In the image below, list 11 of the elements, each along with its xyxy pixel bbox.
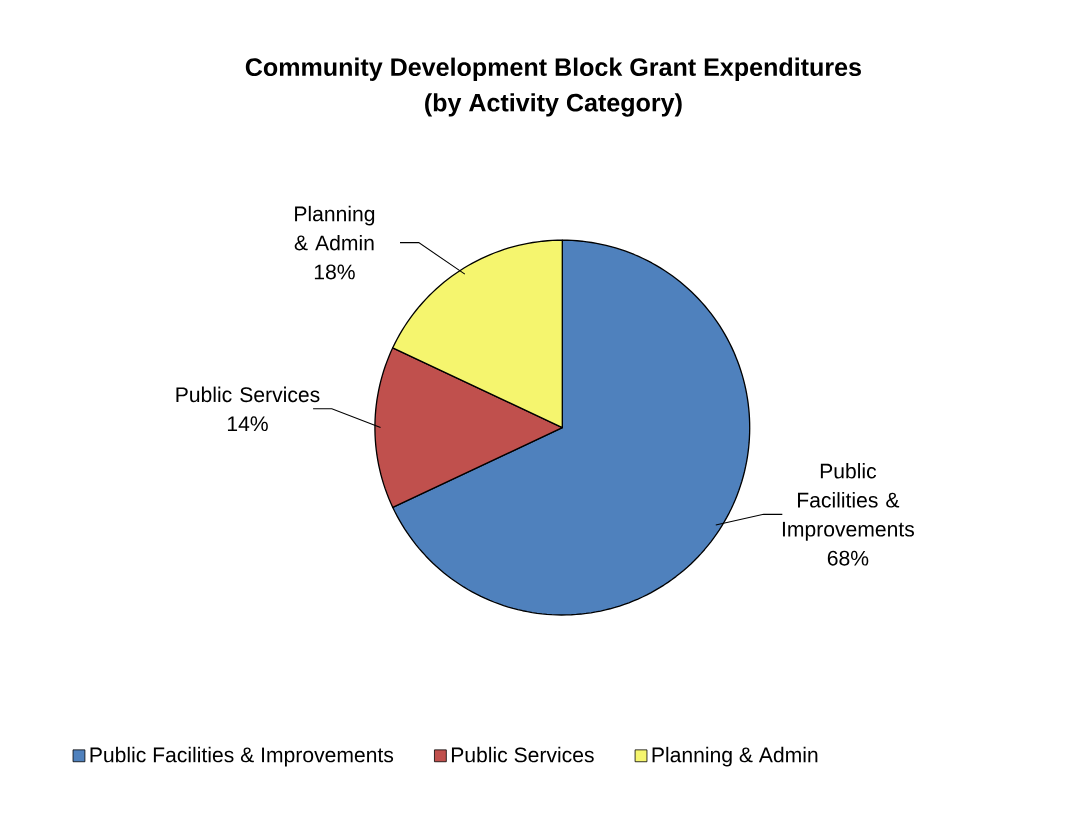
legend-label: Public Facilities & Improvements (90, 746, 394, 767)
slice-label: Public Services (176, 386, 320, 402)
data-label: 14% (227, 416, 268, 431)
legend-label: Public Services (451, 746, 594, 763)
slice-label: Planning & Admin (294, 205, 375, 251)
slice-label: Public Facilities & Improvements (782, 462, 915, 541)
data-label: 68% (827, 550, 869, 566)
data-label: 18% (314, 264, 355, 280)
legend-label: Planning & Admin (652, 746, 818, 767)
chart-subtitle: (by Activity Category) (425, 92, 682, 117)
chart-title: Community Development Block Grant Expenditures (245, 57, 861, 81)
